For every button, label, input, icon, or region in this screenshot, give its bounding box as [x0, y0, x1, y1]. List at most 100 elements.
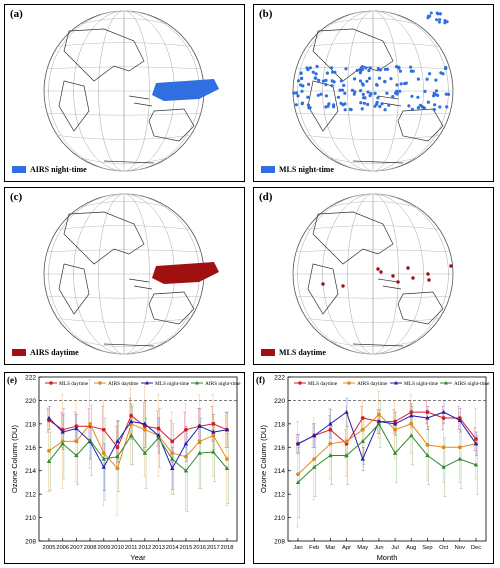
coastlines — [307, 211, 444, 347]
y-tick-label: 208 — [274, 539, 285, 546]
map-panel-c: (c) AIRS daytime — [4, 187, 245, 365]
graticule-latitude — [296, 249, 450, 253]
coverage-dot — [343, 108, 347, 112]
coverage-dot — [426, 14, 430, 18]
coverage-dot — [355, 68, 359, 72]
legend-marker — [195, 380, 199, 385]
data-point — [46, 415, 52, 420]
data-point — [328, 453, 333, 458]
coverage-dot — [316, 93, 320, 97]
x-tick-label: 2015 — [179, 545, 192, 551]
y-tick-label: 222 — [274, 375, 285, 382]
graticule-latitude — [47, 295, 201, 299]
data-point — [142, 427, 147, 432]
coverage-dot — [367, 68, 371, 73]
chart-f: (f) 208 210 212 214 216 218 220 222 Jan Feb Mar Apr M… — [256, 375, 490, 563]
coverage-dot — [299, 71, 303, 75]
data-coverage — [321, 264, 453, 288]
coverage-dot — [375, 100, 379, 104]
data-point — [296, 472, 300, 477]
map-legend-d: MLS daytime — [261, 348, 326, 357]
africa-coastline — [307, 263, 339, 315]
coverage-dot — [314, 72, 318, 76]
coverage-dot — [427, 278, 431, 282]
coverage-dot — [294, 91, 299, 95]
data-point — [46, 459, 52, 463]
data-point — [211, 421, 216, 426]
coverage-dot — [376, 267, 380, 271]
graticule-latitude — [47, 112, 201, 116]
coverage-dot — [344, 67, 348, 71]
graticule-latitude — [328, 157, 418, 164]
asia-coastline — [63, 211, 145, 265]
legend-label: AIRS night-time — [454, 381, 490, 387]
graticule-latitude — [296, 66, 450, 70]
coverage-dot — [368, 66, 372, 70]
australia-coastline — [148, 108, 195, 142]
coverage-dot — [398, 69, 402, 73]
coverage-dot — [380, 102, 384, 106]
x-tick-label: 2008 — [84, 545, 97, 551]
data-point — [60, 429, 65, 434]
coverage-dot — [343, 91, 347, 95]
coverage-dot — [367, 76, 372, 80]
x-tick-label: Sep — [422, 545, 432, 551]
data-point — [74, 424, 79, 429]
chart-panel-e: (e) 208 210 212 214 216 218 220 222 2005 2006 2007 2… — [4, 372, 245, 564]
coverage-dot — [377, 76, 382, 80]
coverage-dot — [341, 284, 345, 288]
asia-coastline — [63, 28, 145, 82]
graticule-latitude — [79, 18, 169, 25]
graticule-latitude — [57, 135, 191, 140]
graticule — [43, 10, 204, 172]
data-point — [60, 439, 65, 444]
data-point — [170, 456, 175, 461]
y-axis-title: Ozone Column (DU) — [10, 425, 19, 493]
coverage-dot — [394, 65, 399, 69]
data-point — [328, 427, 333, 432]
coverage-dot — [353, 90, 357, 94]
coverage-dot — [360, 65, 364, 69]
y-tick-label: 222 — [25, 375, 36, 382]
coverage-dot — [435, 18, 439, 22]
data-point — [392, 450, 398, 455]
data-point — [311, 433, 317, 438]
coverage-dot — [359, 101, 363, 105]
chart-legend: MLS daytime AIRS daytime MLS night-time AIR… — [45, 380, 241, 387]
data-point — [142, 421, 148, 426]
data-point — [328, 441, 333, 446]
y-tick-label: 218 — [274, 421, 285, 428]
coverage-dot — [429, 11, 433, 15]
data-point — [474, 437, 478, 441]
graticule-latitude — [296, 295, 450, 299]
coverage-dot — [373, 91, 377, 95]
coverage-dot — [330, 79, 334, 83]
coverage-dot — [444, 92, 448, 96]
data-point — [183, 468, 189, 473]
x-tick-label: 2010 — [111, 545, 124, 551]
coverage-dot — [426, 100, 430, 104]
x-tick-label: Mar — [325, 545, 335, 551]
coverage-dot — [416, 95, 420, 99]
coverage-dot — [292, 91, 296, 95]
legend-label: MLS night-time — [404, 381, 439, 387]
coverage-dot — [326, 104, 330, 108]
coverage-dot — [391, 274, 395, 278]
coverage-dot — [434, 78, 438, 82]
data-point — [425, 415, 430, 420]
coverage-dot — [325, 71, 329, 75]
data-point — [311, 464, 317, 469]
legend-marker — [298, 381, 302, 385]
coverage-dot — [385, 91, 389, 95]
coverage-dot — [433, 92, 438, 97]
coverage-dot — [395, 89, 399, 93]
data-point — [457, 456, 463, 461]
data-point — [441, 409, 446, 414]
coverage-dot — [300, 76, 304, 81]
chart-panel-label: (f) — [256, 375, 265, 385]
graticule-latitude — [328, 201, 418, 208]
graticule-latitude — [306, 318, 440, 323]
coverage-dot — [428, 72, 432, 76]
coverage-dot — [338, 88, 342, 92]
